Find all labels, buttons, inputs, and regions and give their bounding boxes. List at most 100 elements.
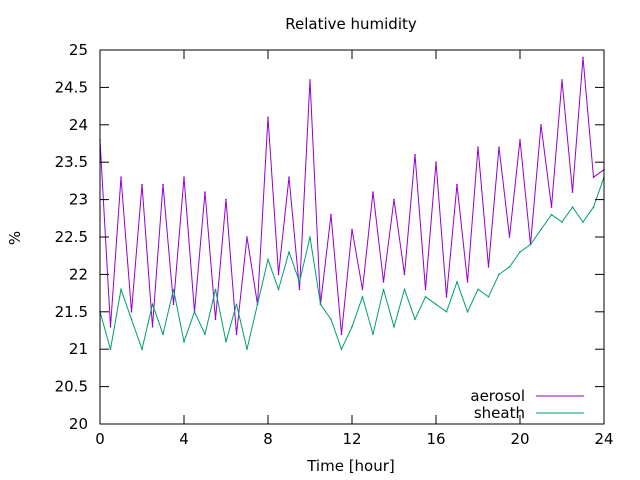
y-tick-label: 23.5 [55,153,88,171]
data-point-sheath [403,288,406,291]
data-point-sheath [193,311,196,313]
data-point-sheath [151,303,154,306]
data-point-aerosol [372,191,374,193]
data-point-aerosol [466,281,469,283]
y-tick-label: 22.5 [55,228,88,246]
data-point-aerosol [361,288,364,291]
data-point-sheath [561,221,563,223]
data-point-sheath [120,288,122,291]
data-point-sheath [162,333,164,336]
data-point-sheath [550,213,553,216]
data-point-aerosol [487,266,490,268]
data-point-sheath [508,266,511,268]
data-point-aerosol [477,146,479,148]
data-point-aerosol [109,326,112,328]
y-tick-label: 21 [69,340,88,358]
data-point-sheath [456,281,458,283]
data-point-sheath [246,348,248,351]
y-tick-label: 23 [69,191,88,209]
data-point-aerosol [225,198,227,201]
data-point-sheath [445,311,448,313]
x-tick-label: 12 [342,430,361,448]
y-tick-label: 25 [69,41,88,59]
data-point-sheath [351,326,353,328]
data-point-sheath [309,236,311,238]
data-point-sheath [477,288,479,291]
data-point-sheath [540,228,542,231]
legend: aerosol sheath [470,387,584,422]
data-point-aerosol [351,228,353,231]
data-point-aerosol [141,183,143,186]
chart-title: Relative humidity [285,15,417,33]
data-point-sheath [267,258,269,261]
data-point-sheath [298,281,301,283]
x-tick-label: 4 [179,430,189,448]
data-point-aerosol [456,183,458,186]
data-point-sheath [466,311,469,313]
axes-layer: 0 4 8 12 16 20 24 20 20.5 21 21.5 22 22.5 23 23.5 24 24.… [55,41,614,448]
y-tick-label: 22 [69,265,88,283]
data-point-aerosol [424,288,427,291]
data-point-sheath [204,333,206,336]
x-tick-label: 8 [263,430,273,448]
data-point-sheath [592,206,595,208]
data-point-aerosol [235,333,238,336]
data-point-aerosol [540,124,542,126]
data-point-aerosol [183,176,185,178]
data-point-aerosol [571,191,574,193]
data-point-aerosol [214,318,217,321]
data-point-sheath [288,251,290,253]
legend-label-aerosol: aerosol [470,387,525,405]
data-point-aerosol [267,116,269,119]
data-point-aerosol [151,326,154,328]
data-point-sheath [214,288,217,291]
y-tick-label: 21.5 [55,303,88,321]
data-point-sheath [361,296,364,298]
data-point-aerosol [204,191,206,193]
data-point-sheath [435,303,437,306]
data-point-aerosol [172,303,175,306]
data-point-aerosol [561,79,563,81]
data-point-aerosol [120,176,122,178]
data-point-sheath [256,303,259,306]
data-point-sheath [319,303,322,306]
data-point-aerosol [592,176,595,178]
data-point-sheath [183,340,185,343]
data-point-sheath [487,296,490,298]
data-point-aerosol [550,206,553,208]
data-point-sheath [414,318,416,321]
x-tick-label: 20 [510,430,529,448]
x-tick-label: 24 [594,430,613,448]
data-point-sheath [141,348,143,351]
y-tick-label: 20.5 [55,378,88,396]
series-layer [99,56,605,351]
data-point-aerosol [414,153,416,156]
series-line-aerosol [99,57,605,335]
data-point-sheath [172,288,175,291]
data-point-sheath [519,251,521,253]
data-point-sheath [225,340,227,343]
data-point-aerosol [519,139,521,141]
x-tick-label: 0 [95,430,105,448]
data-point-sheath [330,318,332,321]
data-point-sheath [340,348,343,351]
y-tick-label: 24 [69,116,88,134]
y-axis-label: % [6,231,24,245]
data-point-aerosol [288,176,290,178]
data-point-aerosol [508,236,511,238]
data-point-aerosol [435,161,437,163]
data-point-sheath [582,221,584,223]
data-point-sheath [424,296,427,298]
series-line-sheath [99,177,605,351]
data-point-aerosol [330,213,332,216]
data-point-aerosol [498,146,500,148]
data-point-aerosol [582,56,584,59]
data-point-sheath [498,273,500,276]
y-tick-label: 20 [69,415,88,433]
data-point-aerosol [393,198,395,201]
data-point-aerosol [130,311,133,313]
data-point-sheath [393,326,395,328]
data-point-aerosol [403,273,406,276]
x-axis-label: Time [hour] [306,457,395,475]
